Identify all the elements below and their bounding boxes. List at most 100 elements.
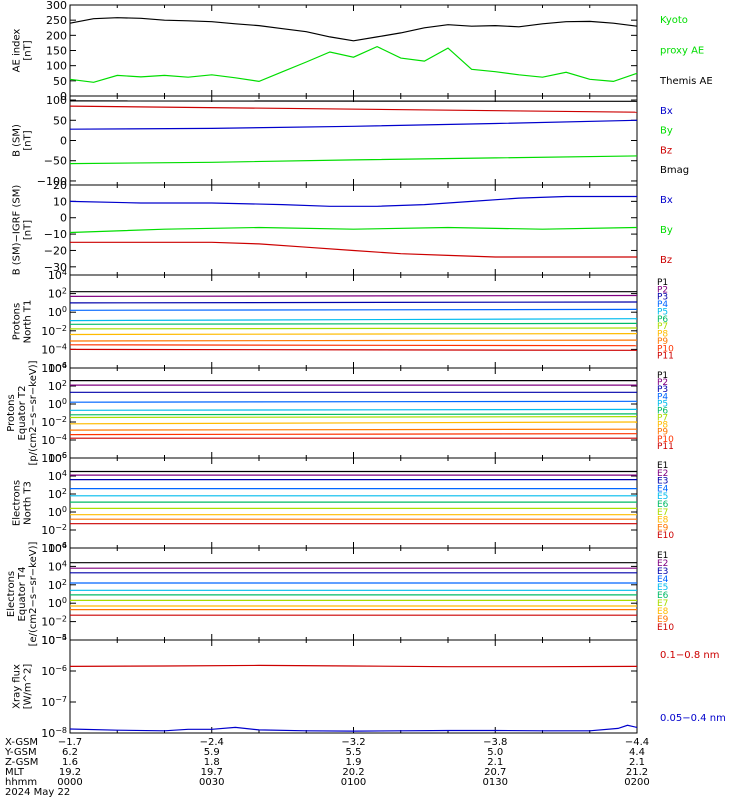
y-tick-label: 106 bbox=[48, 541, 67, 555]
y-tick-label: 104 bbox=[48, 361, 67, 375]
panel-frame bbox=[69, 4, 638, 97]
y-axis-label-line: Electrons bbox=[12, 480, 23, 526]
y-tick-label: 300 bbox=[46, 0, 67, 12]
panel-3: −30 −20 −10 0 10 20 B (SM)−IGRF (SM) [nT] Bx By Bz bbox=[12, 179, 673, 276]
series-line-P7 bbox=[69, 327, 638, 330]
legend-label: P3 bbox=[657, 385, 668, 395]
y-tick-label: 10−4 bbox=[41, 541, 67, 555]
panel-frame bbox=[69, 639, 638, 734]
panel-frame bbox=[69, 547, 638, 641]
series-line-P2 bbox=[69, 294, 638, 297]
footer-value: −3.2 bbox=[341, 737, 365, 748]
footer-value: 5.5 bbox=[346, 747, 362, 758]
footer-value: 1.9 bbox=[346, 757, 362, 768]
y-tick-label: 10−5 bbox=[41, 633, 67, 647]
y-axis-label: B (SM)−IGRF (SM) [nT] bbox=[12, 185, 34, 276]
y-axis-label: AE index [nT] bbox=[12, 29, 34, 73]
series-line-P6 bbox=[69, 413, 638, 416]
y-tick-label: 104 bbox=[48, 268, 67, 282]
y-axis-label: Electrons Equator T4 [e/(cm2−s−sr−keV)] bbox=[6, 541, 39, 646]
series-line-Kyoto proxy AE bbox=[69, 45, 638, 83]
y-tick-label: 10−7 bbox=[41, 695, 67, 709]
y-axis-label-line: B (SM) bbox=[12, 124, 23, 157]
y-axis-label-line: Electrons bbox=[6, 571, 17, 617]
panel-5: 10−6 10−4 10−2 100 102 104 Protons Equator T2 [p… bbox=[6, 360, 674, 465]
y-tick-label: 100 bbox=[48, 305, 67, 319]
footer-date: 2024 May 22 bbox=[5, 787, 70, 798]
legend-label: E4 bbox=[657, 575, 669, 585]
y-tick-label: 10−2 bbox=[41, 415, 67, 429]
legend-label: Bz bbox=[660, 255, 672, 266]
legend-label: Bx bbox=[660, 106, 673, 117]
y-axis-label-line: [nT] bbox=[23, 220, 34, 240]
y-tick-label: 50 bbox=[53, 114, 67, 127]
y-tick-label: −10 bbox=[44, 228, 67, 241]
legend-label: P11 bbox=[657, 352, 674, 362]
panel-7: 10−4 10−2 100 102 104 106 Electrons Equator T4[… bbox=[6, 541, 674, 647]
legend-label: E10 bbox=[657, 531, 674, 541]
series-line-P7 bbox=[69, 416, 638, 419]
y-tick-label: 10−6 bbox=[41, 664, 67, 678]
y-tick-label: 106 bbox=[48, 451, 67, 465]
panel-frame bbox=[69, 367, 638, 459]
legend-label: P11 bbox=[657, 442, 674, 452]
series-line-Bz bbox=[69, 105, 638, 113]
legend-label: P5 bbox=[657, 307, 668, 317]
legend-label: Bmag bbox=[660, 165, 689, 176]
legend-label: E1 bbox=[657, 461, 668, 471]
series-line-P10 bbox=[69, 344, 638, 347]
y-axis-label: B (SM) [nT] bbox=[12, 124, 34, 157]
y-axis-label-line: [e/(cm2−s−sr−keV)] bbox=[28, 541, 39, 646]
legend-label: P4 bbox=[657, 392, 668, 402]
y-axis-label-line: Equator T4 bbox=[17, 567, 28, 622]
footer-value: −1.7 bbox=[58, 737, 82, 748]
y-tick-label: 20 bbox=[53, 179, 67, 192]
legend-label: P4 bbox=[657, 300, 668, 310]
legend-label: P8 bbox=[657, 330, 668, 340]
y-tick-label: 0 bbox=[60, 212, 67, 225]
legend-label: 0.1−0.8 nm bbox=[660, 650, 719, 661]
footer-value: 2.1 bbox=[629, 757, 645, 768]
legend-label: P9 bbox=[657, 337, 668, 347]
series-line-P8 bbox=[69, 333, 638, 336]
footer-value: 2.1 bbox=[487, 757, 503, 768]
footer-value: 19.2 bbox=[59, 767, 81, 778]
footer-value: 19.7 bbox=[201, 767, 223, 778]
y-tick-label: 10−4 bbox=[41, 633, 67, 647]
legend-label: Bz bbox=[660, 145, 672, 156]
series-line-0.05−0.4 nm bbox=[69, 724, 638, 732]
footer-value: −3.8 bbox=[483, 737, 507, 748]
y-axis-label: Protons Equator T2 [p/(cm2−s−sr−keV)] bbox=[6, 360, 39, 465]
y-tick-label: 100 bbox=[46, 60, 67, 73]
footer-row-label: Y-GSM bbox=[4, 747, 37, 758]
series-line-P10 bbox=[69, 433, 638, 436]
y-tick-label: −20 bbox=[44, 244, 67, 257]
series-line-Themis AE bbox=[69, 17, 638, 42]
legend-label: P1 bbox=[657, 278, 668, 288]
y-axis-label-line: [nT] bbox=[23, 130, 34, 150]
y-axis-label-line: Xray flux bbox=[12, 664, 23, 709]
y-axis-label-line: North T3 bbox=[23, 481, 34, 525]
legend-label: Bx bbox=[660, 195, 673, 206]
series-line-P8 bbox=[69, 421, 638, 425]
y-tick-label: 10−4 bbox=[41, 342, 67, 356]
legend-label: P2 bbox=[657, 285, 668, 295]
legend-label: E6 bbox=[657, 500, 669, 510]
footer-row-label: Z-GSM bbox=[5, 757, 38, 768]
footer-value: −2.4 bbox=[200, 737, 224, 748]
legend-label: E3 bbox=[657, 567, 668, 577]
footer-row-label: MLT bbox=[5, 767, 25, 778]
y-tick-label: 0 bbox=[60, 90, 67, 103]
y-tick-label: 100 bbox=[48, 397, 67, 411]
y-axis-label-line: [p/(cm2−s−sr−keV)] bbox=[28, 360, 39, 465]
legend-label: P9 bbox=[657, 428, 668, 438]
footer-value: 6.2 bbox=[62, 747, 78, 758]
y-tick-label: −30 bbox=[44, 261, 67, 274]
y-tick-label: 10−6 bbox=[41, 361, 67, 375]
legend-label: P6 bbox=[657, 315, 668, 325]
y-axis-label-line: [W/m^2] bbox=[23, 664, 34, 710]
series-line-P5 bbox=[69, 408, 638, 411]
series-line-Bz bbox=[70, 241, 637, 258]
legend-label: By bbox=[660, 225, 673, 236]
